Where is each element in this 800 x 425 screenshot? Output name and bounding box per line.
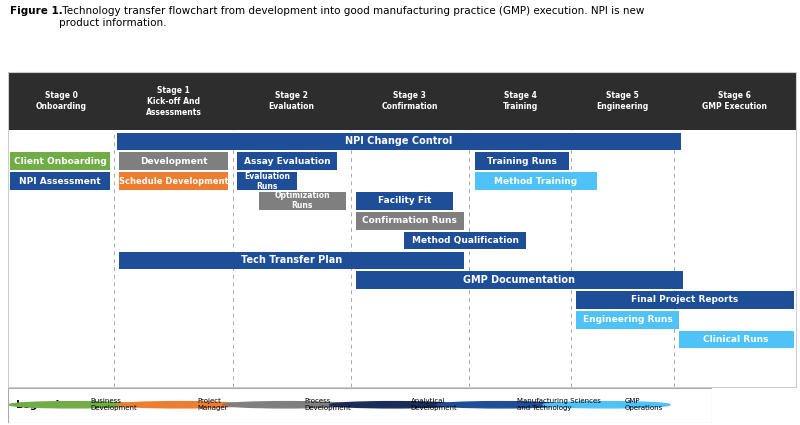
- Text: Training Runs: Training Runs: [487, 157, 557, 166]
- Text: Development: Development: [140, 157, 207, 166]
- Text: GMP Documentation: GMP Documentation: [463, 275, 575, 285]
- Text: Technology transfer flowchart from development into good manufacturing practice : Technology transfer flowchart from devel…: [59, 6, 645, 28]
- Text: Stage 4
Training: Stage 4 Training: [502, 91, 538, 111]
- Text: NPI Change Control: NPI Change Control: [345, 136, 453, 147]
- Text: Figure 1.: Figure 1.: [10, 6, 62, 17]
- FancyBboxPatch shape: [8, 388, 712, 423]
- Circle shape: [330, 402, 457, 408]
- Text: Legend: Legend: [17, 400, 60, 411]
- FancyBboxPatch shape: [117, 133, 681, 150]
- Text: Stage 3
Confirmation: Stage 3 Confirmation: [382, 91, 438, 111]
- Text: Business
Development: Business Development: [90, 398, 137, 411]
- Text: Stage 2
Evaluation: Stage 2 Evaluation: [269, 91, 314, 111]
- Text: Stage 1
Kick-off And
Assessments: Stage 1 Kick-off And Assessments: [146, 86, 202, 117]
- FancyBboxPatch shape: [8, 72, 796, 130]
- FancyBboxPatch shape: [475, 172, 597, 190]
- FancyBboxPatch shape: [10, 172, 110, 190]
- Text: Engineering Runs: Engineering Runs: [583, 315, 673, 324]
- Circle shape: [223, 402, 350, 408]
- Text: Client Onboarding: Client Onboarding: [14, 157, 106, 166]
- Text: Assay Evaluation: Assay Evaluation: [244, 157, 330, 166]
- Text: Manufacturing Sciences
and Technology: Manufacturing Sciences and Technology: [518, 398, 602, 411]
- Text: Method Training: Method Training: [494, 176, 578, 186]
- Text: Stage 0
Onboarding: Stage 0 Onboarding: [36, 91, 86, 111]
- Text: GMP
Operations: GMP Operations: [624, 398, 662, 411]
- Circle shape: [10, 402, 136, 408]
- Text: Stage 5
Engineering: Stage 5 Engineering: [597, 91, 649, 111]
- FancyBboxPatch shape: [355, 271, 683, 289]
- FancyBboxPatch shape: [355, 192, 454, 210]
- Text: Stage 6
GMP Execution: Stage 6 GMP Execution: [702, 91, 767, 111]
- Text: Tech Transfer Plan: Tech Transfer Plan: [241, 255, 342, 265]
- Text: Optimization
Runs: Optimization Runs: [274, 191, 330, 210]
- FancyBboxPatch shape: [475, 153, 569, 170]
- FancyBboxPatch shape: [119, 252, 464, 269]
- Circle shape: [116, 402, 243, 408]
- Text: Facility Fit: Facility Fit: [378, 196, 431, 205]
- Text: Confirmation Runs: Confirmation Runs: [362, 216, 458, 225]
- Circle shape: [543, 402, 670, 408]
- Text: Final Project Reports: Final Project Reports: [631, 295, 738, 304]
- Text: Evaluation
Runs: Evaluation Runs: [244, 172, 290, 190]
- Text: Clinical Runs: Clinical Runs: [703, 335, 769, 344]
- FancyBboxPatch shape: [238, 172, 297, 190]
- FancyBboxPatch shape: [119, 153, 228, 170]
- FancyBboxPatch shape: [678, 331, 794, 348]
- Text: Project
Manager: Project Manager: [197, 398, 228, 411]
- FancyBboxPatch shape: [258, 192, 346, 210]
- FancyBboxPatch shape: [10, 153, 110, 170]
- FancyBboxPatch shape: [355, 212, 464, 230]
- Text: Analytical
Development: Analytical Development: [410, 398, 458, 411]
- Text: Method Qualification: Method Qualification: [411, 236, 518, 245]
- FancyBboxPatch shape: [576, 311, 679, 329]
- Text: Schedule Development: Schedule Development: [118, 176, 228, 186]
- FancyBboxPatch shape: [576, 291, 794, 309]
- Circle shape: [437, 402, 563, 408]
- FancyBboxPatch shape: [404, 232, 526, 249]
- FancyBboxPatch shape: [238, 153, 337, 170]
- FancyBboxPatch shape: [119, 172, 228, 190]
- Text: NPI Assessment: NPI Assessment: [19, 176, 101, 186]
- Text: Process
Development: Process Development: [304, 398, 350, 411]
